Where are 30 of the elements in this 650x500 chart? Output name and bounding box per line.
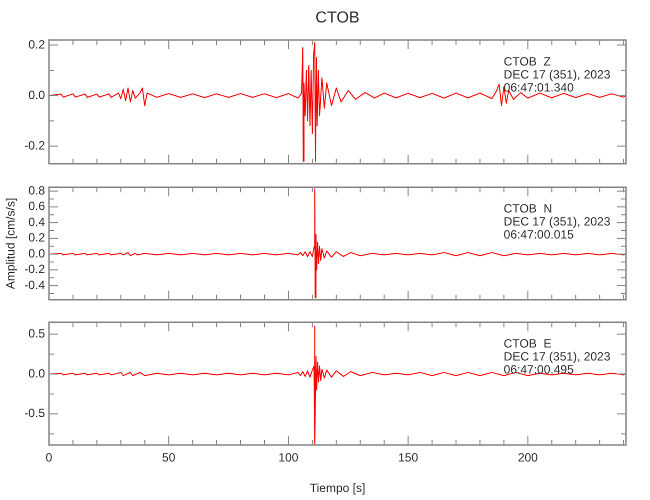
y-axis-title: Amplitud [cm/s/s] [4,197,18,289]
annotation: DEC 17 (351), 2023 [504,350,611,364]
y-tick-label: 0.2 [28,37,46,52]
annotation: 06:47:00.015 [504,227,574,242]
annotation: CTOB Z [504,54,551,68]
y-tick-label: 0.4 [28,214,46,229]
x-tick-label: 50 [162,450,176,465]
chart-title: CTOB [315,9,360,26]
y-tick-label: 0.0 [28,366,46,381]
y-tick-label: 0.5 [28,326,46,341]
y-tick-label: 0.0 [28,88,46,102]
annotation: DEC 17 (351), 2023 [504,67,611,82]
x-tick-label: 200 [518,450,538,465]
y-tick-label: -0.4 [24,278,46,292]
y-tick-label: 0.6 [28,198,46,213]
annotation: DEC 17 (351), 2023 [504,214,611,228]
x-tick-label: 150 [398,450,418,465]
annotation: CTOB E [504,336,552,351]
annotation: 06:47:00.495 [504,362,574,377]
y-tick-label: 0.2 [28,230,46,244]
annotation: CTOB N [504,201,552,216]
y-tick-label: 0.0 [28,246,46,260]
y-tick-label: 0.8 [28,183,46,198]
x-axis-title: Tiempo [s] [310,481,366,496]
annotation: 06:47:01.340 [504,80,574,94]
y-tick-label: -0.2 [24,262,46,276]
y-tick-label: -0.2 [24,138,46,152]
y-tick-label: -0.5 [24,406,46,421]
x-tick-label: 0 [46,450,53,465]
x-tick-label: 100 [278,450,299,465]
